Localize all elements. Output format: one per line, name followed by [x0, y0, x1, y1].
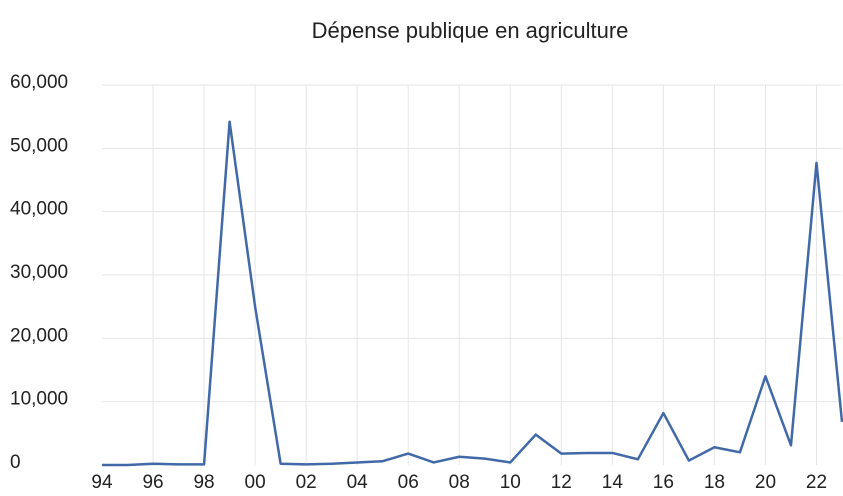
- x-tick-label: 94: [91, 472, 113, 493]
- x-tick-label: 98: [193, 472, 214, 493]
- x-tick-label: 10: [500, 472, 521, 493]
- x-tick-label: 02: [296, 472, 317, 493]
- y-tick-label: 0: [10, 452, 21, 473]
- x-tick-label: 96: [142, 472, 163, 493]
- y-tick-label: 40,000: [10, 199, 68, 220]
- x-tick-label: 00: [245, 472, 266, 493]
- x-tick-label: 20: [755, 472, 776, 493]
- x-tick-label: 18: [704, 472, 725, 493]
- x-tick-label: 08: [449, 472, 470, 493]
- y-tick-label: 60,000: [10, 72, 68, 93]
- y-tick-label: 10,000: [10, 389, 68, 410]
- x-tick-label: 22: [806, 472, 827, 493]
- y-tick-label: 20,000: [10, 325, 68, 346]
- x-tick-label: 16: [653, 472, 674, 493]
- x-tick-label: 14: [602, 472, 624, 493]
- data-line: [102, 120, 843, 467]
- y-tick-label: 30,000: [10, 262, 68, 283]
- chart-title: Dépense publique en agriculture: [312, 18, 629, 43]
- y-tick-label: 50,000: [10, 135, 68, 156]
- x-tick-label: 12: [551, 472, 572, 493]
- x-tick-label: 06: [398, 472, 419, 493]
- x-tick-label: 04: [347, 472, 369, 493]
